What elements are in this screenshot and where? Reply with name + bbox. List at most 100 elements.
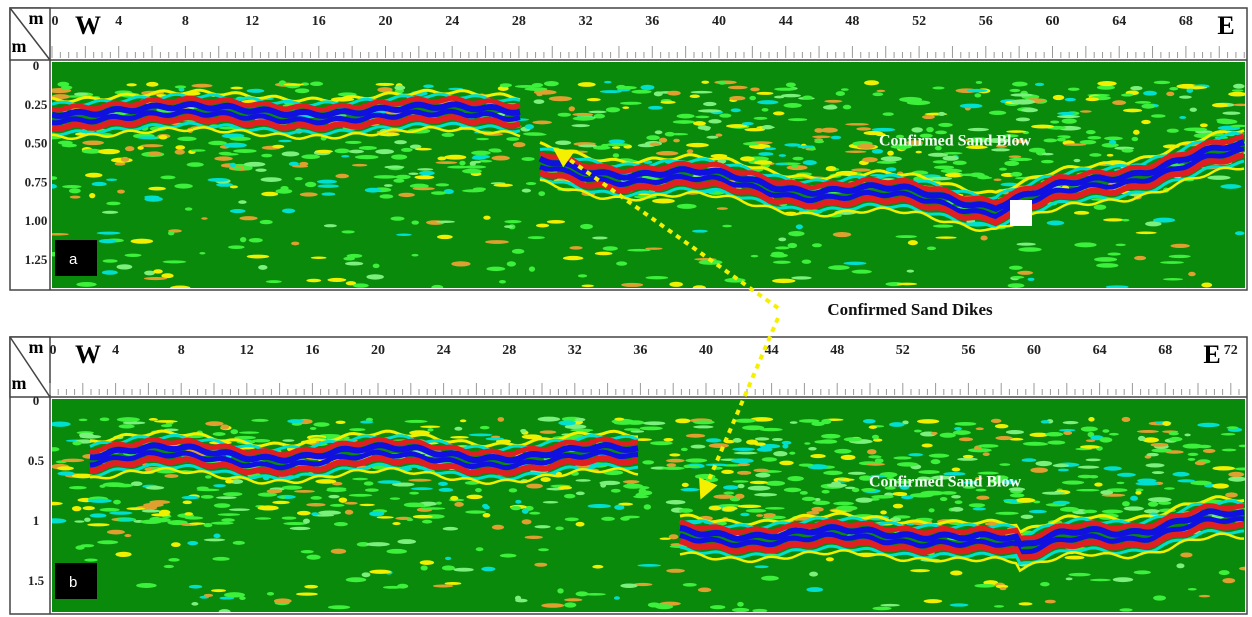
reflection-speckle: [327, 605, 351, 610]
reflection-speckle: [1216, 119, 1238, 125]
reflection-speckle: [261, 153, 273, 158]
x-tick-label: 40: [699, 343, 713, 358]
reflection-speckle: [587, 504, 612, 509]
reflection-speckle: [974, 93, 982, 98]
reflection-speckle: [887, 150, 894, 156]
reflection-speckle: [341, 155, 350, 158]
reflection-speckle: [535, 223, 550, 228]
reflection-speckle: [922, 115, 935, 120]
reflection-speckle: [722, 506, 738, 511]
reflection-speckle: [623, 483, 644, 489]
reflection-speckle: [334, 148, 350, 154]
west-label: W: [75, 340, 101, 369]
reflection-speckle: [361, 572, 371, 578]
reflection-speckle: [708, 505, 722, 511]
reflection-speckle: [411, 220, 419, 225]
reflection-speckle: [975, 427, 984, 431]
reflection-speckle: [775, 162, 789, 166]
reflection-speckle: [144, 276, 167, 281]
reflection-speckle: [52, 184, 57, 189]
reflection-speckle: [349, 428, 366, 432]
reflection-speckle: [872, 92, 884, 97]
reflection-speckle: [593, 113, 606, 119]
reflection-speckle: [605, 142, 629, 147]
reflection-speckle: [499, 553, 517, 558]
reflection-speckle: [1189, 107, 1197, 112]
reflection-speckle: [788, 231, 805, 237]
reflection-speckle: [1008, 265, 1023, 270]
reflection-speckle: [640, 84, 655, 91]
reflection-speckle: [926, 246, 937, 251]
corner-unit-top: m: [29, 8, 44, 28]
reflection-speckle: [79, 434, 102, 439]
reflection-speckle: [282, 208, 296, 214]
reflection-speckle: [686, 142, 709, 148]
reflection-speckle: [126, 83, 137, 87]
reflection-speckle: [993, 178, 1002, 182]
reflection-speckle: [750, 254, 759, 258]
reflection-speckle: [572, 116, 595, 121]
reflection-speckle: [81, 148, 103, 154]
reflection-speckle: [990, 418, 1002, 423]
reflection-speckle: [1079, 445, 1100, 449]
reflection-speckle: [783, 103, 802, 108]
reflection-speckle: [91, 181, 107, 187]
reflection-speckle: [306, 502, 326, 507]
reflection-speckle: [798, 463, 814, 467]
reflection-speckle: [254, 517, 272, 520]
reflection-speckle: [1064, 97, 1076, 102]
reflection-speckle: [1153, 80, 1171, 85]
reflection-speckle: [886, 477, 895, 480]
corner-unit-top: m: [29, 337, 44, 357]
reflection-speckle: [345, 577, 367, 583]
reflection-speckle: [101, 210, 119, 214]
reflection-speckle: [409, 183, 429, 189]
reflection-speckle: [575, 491, 585, 496]
reflection-speckle: [989, 478, 1003, 484]
reflection-speckle: [857, 143, 876, 149]
reflection-speckle: [230, 86, 244, 90]
reflection-speckle: [1059, 506, 1080, 512]
reflection-speckle: [754, 492, 778, 497]
reflection-speckle: [742, 425, 765, 431]
reflection-speckle: [1089, 578, 1111, 582]
reflection-speckle: [491, 155, 510, 161]
reflection-speckle: [1153, 217, 1176, 223]
reflection-speckle: [62, 184, 82, 189]
reflection-speckle: [616, 261, 628, 266]
reflection-speckle: [311, 512, 319, 516]
reflection-band: [539, 131, 1245, 201]
reflection-speckle: [622, 480, 640, 484]
reflection-speckle: [69, 195, 81, 199]
reflection-speckle: [1041, 152, 1054, 156]
reflection-speckle: [832, 231, 852, 238]
reflection-speckle: [779, 460, 794, 466]
reflection-speckle: [239, 216, 258, 221]
reflection-speckle: [658, 137, 668, 143]
reflection-speckle: [1010, 93, 1034, 97]
reflection-speckle: [72, 441, 82, 446]
reflection-speckle: [885, 282, 904, 287]
y-tick-label: 0.25: [25, 97, 48, 112]
reflection-speckle: [403, 502, 425, 508]
reflection-speckle: [823, 470, 843, 476]
reflection-speckle: [393, 178, 405, 183]
reflection-speckle: [208, 140, 227, 146]
reflection-speckle: [1218, 570, 1230, 576]
x-tick-label: 36: [633, 343, 647, 358]
reflection-speckle: [599, 480, 621, 486]
reflection-speckle: [843, 437, 863, 442]
reflection-speckle: [602, 246, 618, 251]
reflection-speckle: [1145, 463, 1165, 468]
reflection-speckle: [1151, 471, 1165, 474]
reflection-band: [538, 133, 1245, 206]
reflection-speckle: [732, 438, 742, 443]
reflection-speckle: [950, 570, 963, 576]
reflection-speckle: [146, 81, 159, 87]
reflection-band: [89, 449, 639, 471]
reflection-speckle: [1194, 460, 1206, 466]
reflection-speckle: [1015, 497, 1036, 503]
reflection-speckle: [216, 182, 233, 187]
reflection-speckle: [335, 420, 346, 424]
reflection-speckle: [1008, 157, 1033, 162]
